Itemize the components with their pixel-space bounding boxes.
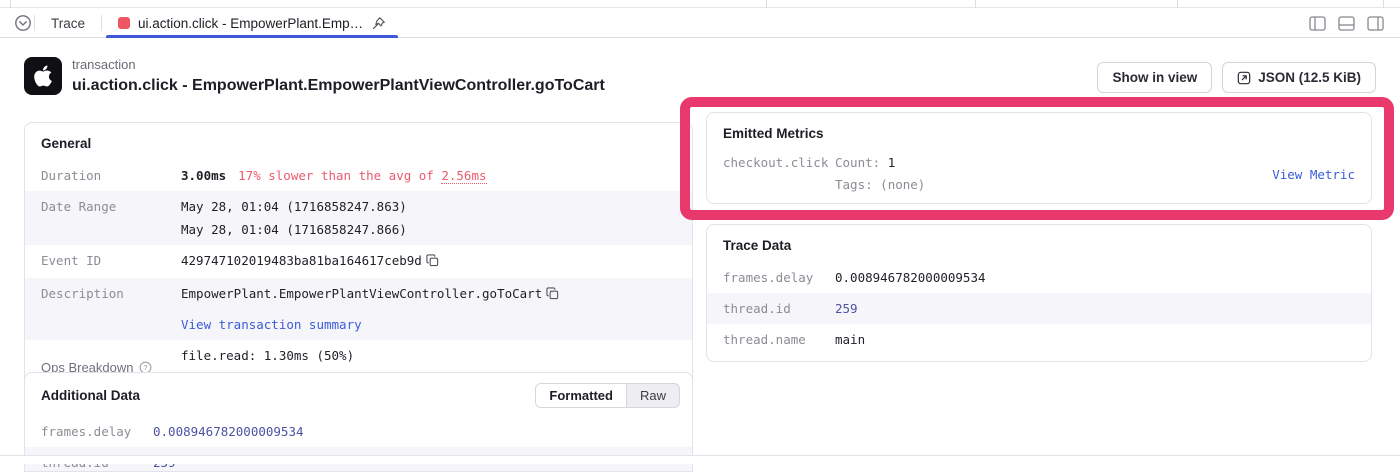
event-kind-label: transaction (72, 57, 136, 72)
chevron-down-circle-icon[interactable] (14, 14, 32, 32)
column-divider (1383, 0, 1384, 8)
column-divider (766, 0, 767, 8)
column-divider (1177, 0, 1178, 8)
show-in-view-label: Show in view (1112, 70, 1198, 85)
event-id-row: Event ID 429747102019483ba81ba164617ceb9… (25, 245, 692, 278)
date-range-start: May 28, 01:04 (1716858247.863) (181, 199, 407, 214)
row-value: 259 (835, 301, 858, 316)
raw-toggle-option[interactable]: Raw (639, 388, 666, 403)
divider (101, 15, 103, 31)
emitted-metrics-title: Emitted Metrics (723, 126, 824, 141)
row-key: frames.delay (723, 270, 814, 285)
layout-right-panel-icon[interactable] (1367, 15, 1384, 31)
view-transaction-summary-link[interactable]: View transaction summary (181, 317, 362, 332)
divider (34, 15, 35, 31)
span-type-chip (118, 17, 131, 29)
tab-transaction-label: ui.action.click - EmpowerPlant.Emp… (138, 15, 364, 31)
duration-key: Duration (41, 168, 102, 183)
metric-count-line: Count: 1 (835, 155, 896, 170)
additional-data-title: Additional Data (41, 388, 141, 403)
layout-toggle-group (1309, 15, 1384, 31)
table-row: thread.name main (707, 324, 1371, 361)
metric-count-value: 1 (887, 155, 896, 170)
row-key: thread.name (723, 332, 806, 347)
description-value: EmpowerPlant.EmpowerPlantViewController.… (181, 282, 559, 336)
metric-details: Count: 1 Tags: (none) (835, 152, 925, 196)
metric-name: checkout.click (723, 155, 829, 170)
description-key: Description (41, 286, 124, 301)
date-range-key: Date Range (41, 199, 117, 214)
column-divider (10, 0, 11, 8)
apple-platform-icon (24, 57, 62, 95)
emitted-metrics-section: Emitted Metrics checkout.click Count: 1 … (706, 112, 1372, 204)
format-toggle: Formatted Raw (535, 383, 680, 408)
bottom-mask (0, 456, 1400, 464)
pin-icon[interactable] (371, 16, 386, 31)
table-row: thread.id 259 (707, 293, 1371, 324)
layout-bottom-panel-icon[interactable] (1338, 15, 1355, 31)
page-title: ui.action.click - EmpowerPlant.EmpowerPl… (72, 77, 605, 94)
duration-value: 3.00ms 17% slower than the avg of 2.56ms (181, 168, 487, 184)
metric-tags-value: (none) (880, 177, 926, 192)
formatted-toggle-option[interactable]: Formatted (536, 384, 627, 407)
tab-trace-label: Trace (51, 15, 86, 31)
row-key: frames.delay (41, 424, 132, 439)
copy-icon[interactable] (546, 284, 559, 307)
date-range-row: Date Range May 28, 01:04 (1716858247.863… (25, 191, 692, 245)
copy-icon[interactable] (426, 251, 439, 274)
date-range-value: May 28, 01:04 (1716858247.863) May 28, 0… (181, 195, 407, 241)
row-key: thread.id (723, 301, 791, 316)
description-row: Description EmpowerPlant.EmpowerPlantVie… (25, 278, 692, 340)
row-value: 0.008946782000009534 (835, 270, 986, 285)
trace-data-section: Trace Data frames.delay 0.00894678200000… (706, 224, 1372, 362)
show-in-view-button[interactable]: Show in view (1097, 62, 1213, 93)
tab-transaction[interactable]: ui.action.click - EmpowerPlant.Emp… (104, 9, 400, 38)
layout-left-panel-icon[interactable] (1309, 15, 1326, 31)
active-tab-underline (106, 35, 399, 38)
header-actions: Show in view JSON (12.5 KiB) (1097, 62, 1376, 93)
table-row: frames.delay 0.008946782000009534 (707, 262, 1371, 293)
drawer-bottom-edge (0, 455, 1400, 456)
event-id-key: Event ID (41, 253, 102, 268)
drawer-tab-bar: Trace ui.action.click - EmpowerPlant.Emp… (0, 9, 1400, 38)
view-metric-link[interactable]: View Metric (1272, 166, 1355, 182)
external-link-icon (1237, 71, 1251, 85)
event-id-value: 429747102019483ba81ba164617ceb9d (181, 249, 439, 274)
json-download-button[interactable]: JSON (12.5 KiB) (1222, 62, 1376, 93)
table-row: frames.delay 0.008946782000009534 (25, 416, 692, 447)
additional-data-header: Additional Data Formatted Raw (25, 373, 692, 416)
duration-comparison: 17% slower than the avg of 2.56ms (238, 168, 487, 184)
top-table-edge (0, 0, 1400, 8)
trace-data-title: Trace Data (723, 238, 792, 253)
general-section-title: General (41, 136, 92, 151)
column-divider (975, 0, 976, 8)
row-value: 0.008946782000009534 (153, 424, 304, 439)
avg-duration-value[interactable]: 2.56ms (441, 168, 487, 184)
metric-tags-line: Tags: (none) (835, 177, 926, 192)
date-range-end: May 28, 01:04 (1716858247.866) (181, 222, 407, 237)
duration-row: Duration 3.00ms 17% slower than the avg o… (25, 160, 692, 191)
ops-breakdown-line1: file.read: 1.30ms (50%) (181, 348, 355, 363)
metric-row: checkout.click Count: 1 Tags: (none) Vie… (707, 150, 1371, 203)
json-button-label: JSON (12.5 KiB) (1258, 70, 1361, 85)
svg-text:?: ? (143, 363, 147, 372)
description-text: EmpowerPlant.EmpowerPlantViewController.… (181, 282, 559, 307)
tab-trace[interactable]: Trace (37, 9, 99, 37)
row-value: main (835, 332, 866, 347)
general-section: General Duration 3.00ms 17% slower than t… (24, 122, 693, 403)
